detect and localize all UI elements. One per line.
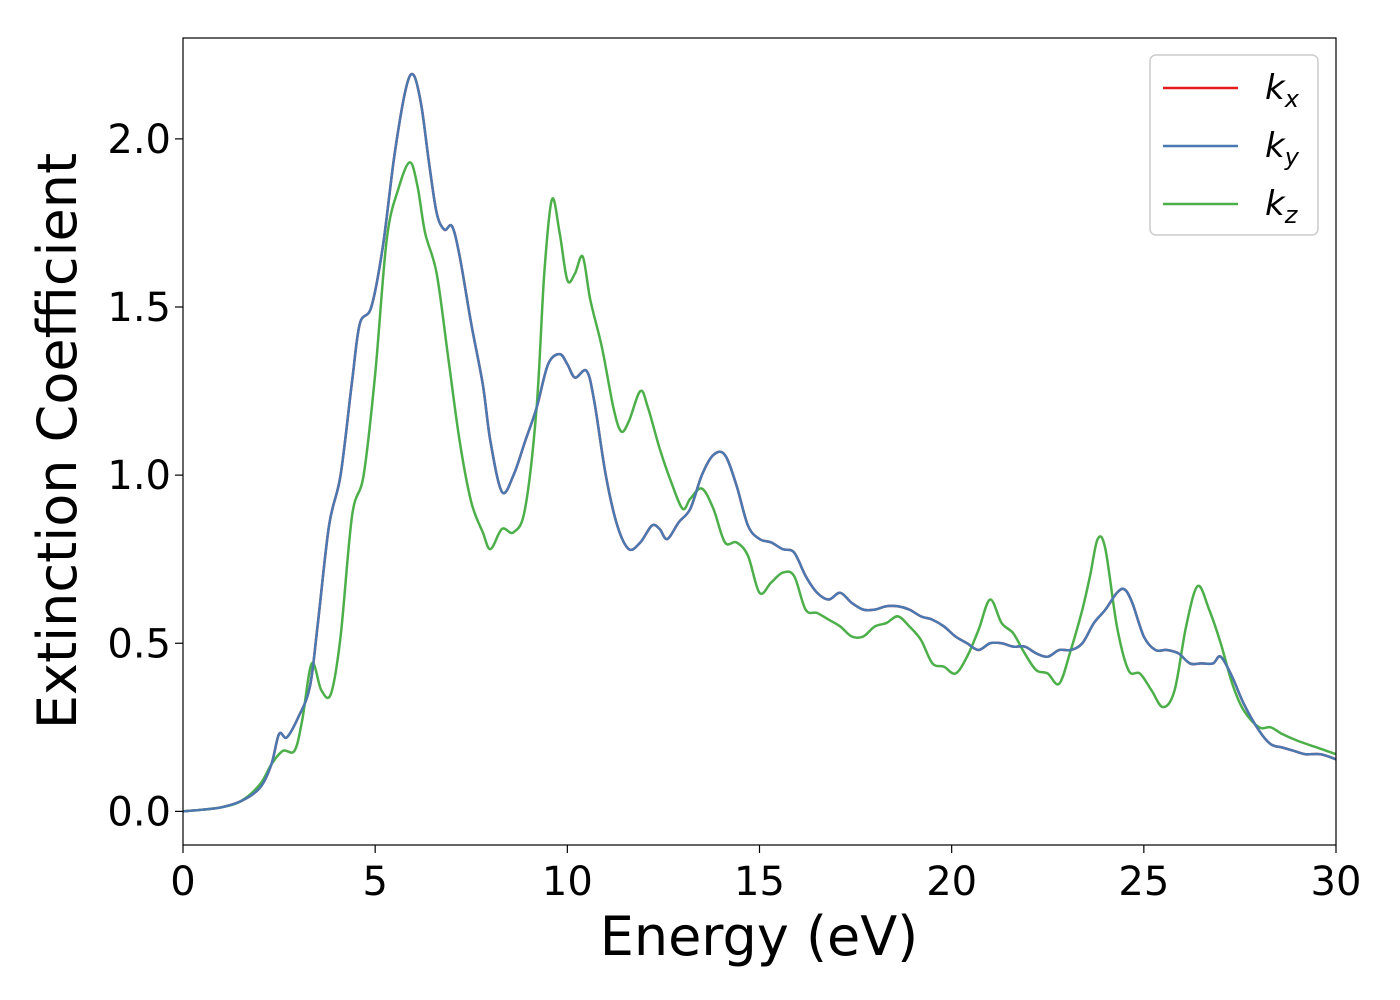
y-axis-title: Extinction Coefficient <box>26 153 89 729</box>
x-tick-label: 0 <box>170 859 195 905</box>
x-tick-label: 10 <box>542 859 593 905</box>
y-tick-label: 1.0 <box>107 453 171 499</box>
series-line-kz <box>183 161 1336 813</box>
series-layer <box>183 72 1336 813</box>
legend: kx ky kz <box>1149 54 1319 236</box>
x-tick-label: 20 <box>926 859 977 905</box>
x-tick-label: 30 <box>1311 859 1362 905</box>
y-tick-label: 0.0 <box>107 789 171 835</box>
x-axis-title: Energy (eV) <box>600 905 919 968</box>
x-tick-label: 15 <box>734 859 785 905</box>
y-tick-label: 2.0 <box>107 117 171 163</box>
legend-label-kx: kx <box>1265 68 1300 113</box>
legend-label-kz: kz <box>1265 184 1299 229</box>
series-line-ky <box>183 72 1336 813</box>
x-tick-label: 5 <box>362 859 387 905</box>
x-axis: 0 5 10 15 20 25 30 <box>170 845 1361 905</box>
legend-label-ky: ky <box>1265 126 1300 171</box>
x-tick-label: 25 <box>1118 859 1169 905</box>
y-tick-label: 0.5 <box>107 621 171 667</box>
y-tick-label: 1.5 <box>107 285 171 331</box>
y-axis: 0.0 0.5 1.0 1.5 2.0 <box>107 117 183 835</box>
